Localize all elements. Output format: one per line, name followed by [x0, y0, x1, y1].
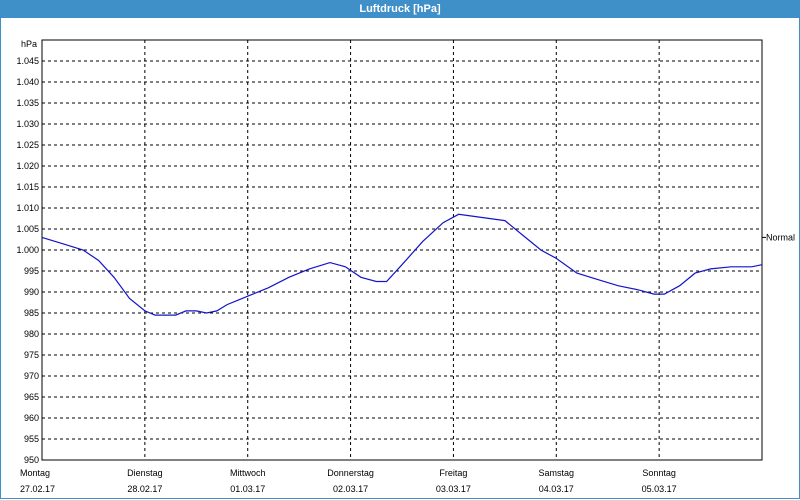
- y-tick-label: 1.035: [16, 98, 39, 108]
- x-tick-day: Dienstag: [127, 468, 163, 478]
- x-tick-date: 02.03.17: [333, 484, 368, 494]
- x-tick-date: 03.03.17: [436, 484, 471, 494]
- x-tick-day: Freitag: [439, 468, 467, 478]
- y-tick-label: 1.005: [16, 224, 39, 234]
- y-tick-label: 950: [24, 455, 39, 465]
- x-tick-date: 05.03.17: [642, 484, 677, 494]
- y-tick-label: 1.000: [16, 245, 39, 255]
- y-tick-label: 960: [24, 413, 39, 423]
- y-tick-label: 1.030: [16, 119, 39, 129]
- y-tick-label: 965: [24, 392, 39, 402]
- y-tick-label: 1.010: [16, 203, 39, 213]
- x-tick-day: Samstag: [539, 468, 575, 478]
- y-tick-label: 975: [24, 350, 39, 360]
- x-tick-day: Donnerstag: [327, 468, 374, 478]
- x-tick-date: 27.02.17: [20, 484, 55, 494]
- x-tick-day: Mittwoch: [230, 468, 266, 478]
- y-tick-label: 955: [24, 434, 39, 444]
- x-tick-date: 04.03.17: [539, 484, 574, 494]
- plot-area: [41, 39, 763, 461]
- y-tick-label: 1.025: [16, 140, 39, 150]
- y-axis-label: hPa: [21, 39, 37, 49]
- x-tick-day: Montag: [20, 468, 50, 478]
- y-tick-label: 980: [24, 329, 39, 339]
- x-tick-date: 01.03.17: [230, 484, 265, 494]
- x-tick-date: 28.02.17: [127, 484, 162, 494]
- y-tick-label: 1.015: [16, 182, 39, 192]
- y-tick-label: 1.040: [16, 77, 39, 87]
- normal-label: Normal: [766, 232, 795, 242]
- x-tick-day: Sonntag: [642, 468, 676, 478]
- chart-title: Luftdruck [hPa]: [0, 0, 800, 18]
- y-tick-label: 970: [24, 371, 39, 381]
- y-tick-label: 995: [24, 266, 39, 276]
- y-tick-label: 1.045: [16, 56, 39, 66]
- y-tick-label: 990: [24, 287, 39, 297]
- y-tick-label: 985: [24, 308, 39, 318]
- y-tick-label: 1.020: [16, 161, 39, 171]
- pressure-line: [41, 213, 763, 316]
